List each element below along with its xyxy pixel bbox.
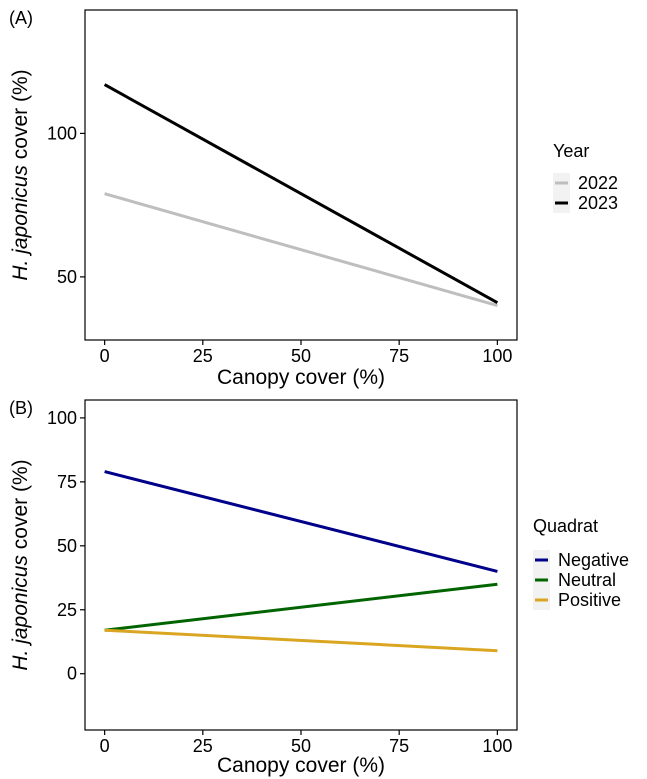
panel-label: (A) xyxy=(9,8,33,28)
y-axis-title: H. japonicus cover (%) xyxy=(9,69,32,280)
chart-panel-a: (A) 0 25 50 75 100 50 100 Canopy cover (%) H. jap… xyxy=(9,8,618,389)
x-tick-label: 25 xyxy=(193,736,213,756)
legend-label: Negative xyxy=(558,550,629,570)
y-tick-label: 100 xyxy=(47,123,77,143)
x-tick-label: 100 xyxy=(482,736,512,756)
x-tick-label: 50 xyxy=(291,736,311,756)
y-axis-title-rest: cover (%) xyxy=(9,69,32,165)
legend-label: Neutral xyxy=(558,570,616,590)
x-tick-label: 0 xyxy=(100,736,110,756)
x-tick-label: 75 xyxy=(389,736,409,756)
series-line-neutral xyxy=(104,582,498,632)
y-axis-title-italic: H. japonicus xyxy=(9,165,32,281)
y-tick-label: 25 xyxy=(57,600,77,620)
y-axis-title-rest: cover (%) xyxy=(9,459,32,555)
panel-label: (B) xyxy=(9,398,33,418)
y-tick-label: 0 xyxy=(67,664,77,684)
y-axis-title: H. japonicus cover (%) xyxy=(9,459,32,670)
series-line-positive xyxy=(104,628,498,653)
x-axis-title: Canopy cover (%) xyxy=(217,754,385,777)
chart-panel-b: (B) 0 25 50 75 100 0 25 50 75 100 Canopy cover (%) H… xyxy=(9,398,629,777)
legend-label: Positive xyxy=(558,590,621,610)
series-line-negative xyxy=(104,470,498,573)
legend-title: Year xyxy=(553,141,589,161)
x-tick-label: 50 xyxy=(291,346,311,366)
y-axis-title-italic: H. japonicus xyxy=(9,555,32,671)
x-tick-label: 75 xyxy=(389,346,409,366)
y-tick-label: 50 xyxy=(57,536,77,556)
y-tick-label: 50 xyxy=(57,267,77,287)
x-tick-label: 25 xyxy=(193,346,213,366)
x-tick-label: 100 xyxy=(482,346,512,366)
legend-label: 2022 xyxy=(578,173,618,193)
y-tick-label: 75 xyxy=(57,472,77,492)
plot-frame xyxy=(84,9,518,341)
legend-label: 2023 xyxy=(578,193,618,213)
plot-frame xyxy=(84,399,518,731)
x-axis-title: Canopy cover (%) xyxy=(217,366,385,389)
series-line-2023 xyxy=(103,83,499,305)
x-tick-label: 0 xyxy=(100,346,110,366)
series-line-2022 xyxy=(104,192,498,308)
legend-title: Quadrat xyxy=(533,516,598,536)
y-tick-label: 100 xyxy=(47,408,77,428)
